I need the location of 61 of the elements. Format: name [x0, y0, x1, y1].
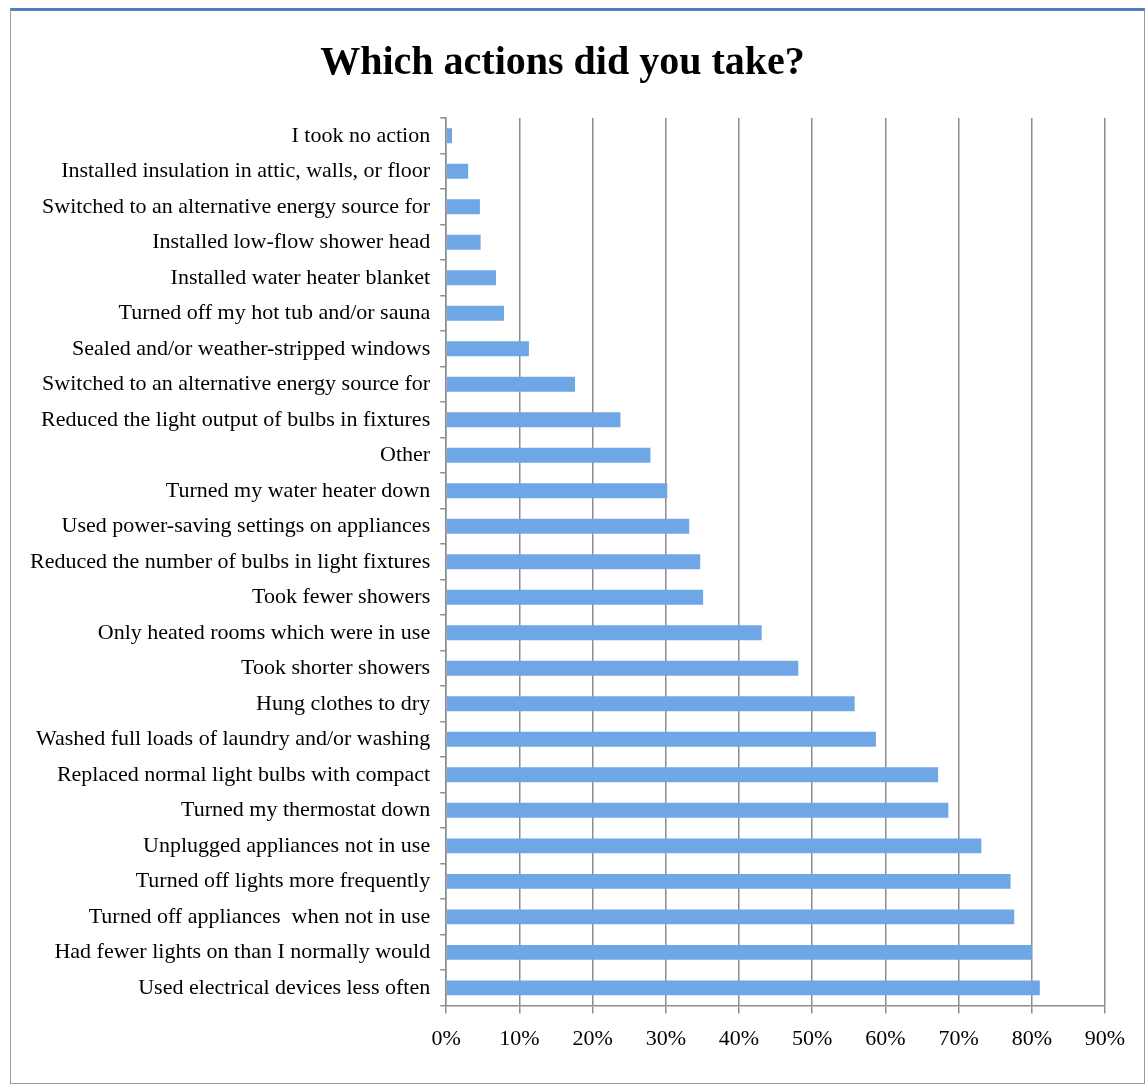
x-tick-label: 40% [718, 1024, 760, 1050]
x-tick-label: 80% [1011, 1024, 1052, 1050]
x-tick-label: 0% [431, 1024, 461, 1050]
bar [446, 696, 855, 712]
bar [446, 660, 799, 676]
bar [446, 341, 529, 357]
bar [446, 305, 505, 321]
y-tick-label: Switched to an alternative energy source for [42, 192, 431, 218]
x-tick-label: 90% [1084, 1024, 1126, 1050]
bar [446, 838, 982, 854]
y-tick-label: Turned off lights more frequently [135, 867, 431, 893]
y-tick-label: Reduced the light output of bulbs in fixtures [40, 405, 431, 431]
bar [446, 554, 701, 570]
x-tick-label: 70% [938, 1024, 979, 1050]
bar [446, 234, 481, 250]
y-tick-label: Sealed and/or weather-stripped windows [72, 334, 431, 360]
y-tick-label: Replaced normal light bulbs with compact [56, 760, 431, 786]
y-tick-label: Only heated rooms which were in use [97, 618, 431, 644]
y-tick-label: Reduced the number of bulbs in light fixtures [30, 547, 431, 573]
bar [446, 518, 690, 534]
y-tick-label: Unplugged appliances not in use [143, 831, 431, 857]
bar [446, 980, 1040, 996]
y-tick-label: Washed full loads of laundry and/or washing [36, 725, 431, 751]
bar [446, 731, 876, 747]
bar [446, 483, 668, 499]
y-tick-label: Installed low-flow shower head [152, 228, 431, 254]
y-tick-label: Installed water heater blanket [170, 263, 431, 289]
y-tick-label: Turned my water heater down [165, 476, 431, 502]
bar [446, 944, 1032, 960]
x-tick-label: 60% [865, 1024, 906, 1050]
bar [446, 412, 621, 428]
bar [446, 128, 453, 144]
y-tick-label: Switched to an alternative energy source for [42, 370, 431, 396]
y-tick-label: Took shorter showers [241, 654, 431, 680]
x-tick-label: 20% [572, 1024, 613, 1050]
x-tick-label: 30% [645, 1024, 686, 1050]
chart-title: Which actions did you take? [320, 38, 805, 84]
y-tick-label: I took no action [291, 121, 431, 147]
bar [446, 376, 576, 392]
x-tick-label: 50% [792, 1024, 833, 1050]
y-tick-label: Turned off my hot tub and/or sauna [118, 299, 431, 325]
bar [446, 625, 762, 641]
bar [446, 589, 704, 605]
x-tick-label: 10% [499, 1024, 540, 1050]
y-tick-label: Turned my thermostat down [181, 796, 431, 822]
y-tick-label: Used electrical devices less often [138, 973, 431, 999]
y-tick-label: Hung clothes to dry [256, 689, 431, 715]
bar [446, 802, 949, 818]
y-tick-label: Installed insulation in attic, walls, or floor [61, 157, 431, 183]
bar [446, 873, 1011, 889]
bar [446, 163, 469, 179]
bar [446, 447, 651, 463]
bar [446, 909, 1015, 925]
y-tick-label: Turned off appliances when not in use [88, 902, 431, 928]
y-tick-label: Took fewer showers [252, 583, 431, 609]
y-tick-label: Used power-saving settings on appliances [61, 512, 431, 538]
bar [446, 199, 480, 215]
y-tick-label: Had fewer lights on than I normally would [54, 938, 431, 964]
y-tick-label: Other [380, 441, 431, 467]
bar [446, 270, 496, 286]
bar [446, 767, 939, 783]
